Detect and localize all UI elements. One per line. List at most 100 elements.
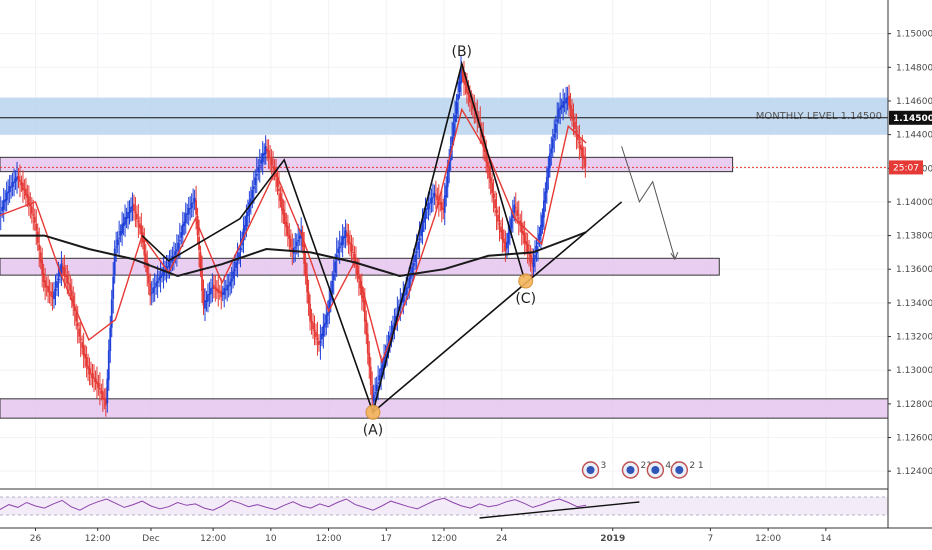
candle-body bbox=[319, 341, 322, 343]
candle-body bbox=[238, 252, 240, 258]
rsi-band bbox=[0, 497, 888, 515]
candle-body bbox=[415, 251, 418, 253]
candle-body bbox=[511, 214, 514, 219]
candle-body bbox=[41, 260, 44, 276]
candle-body bbox=[121, 224, 123, 234]
candle-body bbox=[381, 364, 384, 371]
candle-body bbox=[10, 186, 12, 188]
candle-body bbox=[63, 267, 66, 277]
wave-label: (A) bbox=[363, 422, 384, 438]
wave-label: (B) bbox=[451, 44, 472, 60]
candle-body bbox=[489, 177, 492, 183]
x-tick-label: 12:00 bbox=[316, 534, 342, 544]
candle-body bbox=[276, 178, 279, 187]
rsi-divergence-line bbox=[479, 501, 640, 519]
candle-body bbox=[273, 167, 276, 173]
candle-body bbox=[341, 236, 344, 245]
candle-body bbox=[523, 233, 526, 244]
candle-body bbox=[75, 312, 78, 322]
timer-label: 25:07 bbox=[893, 163, 919, 173]
candle-body bbox=[212, 284, 215, 289]
candle-body bbox=[201, 267, 203, 291]
candle-body bbox=[392, 325, 394, 333]
candle-body bbox=[529, 254, 532, 263]
zone-2 bbox=[0, 257, 720, 276]
candle-body bbox=[321, 333, 323, 340]
zone-1 bbox=[0, 156, 734, 173]
candle-body bbox=[85, 357, 88, 367]
event-badge-flag bbox=[586, 466, 595, 474]
candle-body bbox=[556, 119, 559, 123]
y-tick-label: 1.12800 bbox=[896, 400, 932, 410]
candle-body bbox=[322, 325, 325, 337]
candle-body bbox=[88, 368, 91, 375]
candle-body bbox=[70, 290, 73, 297]
candle-body bbox=[405, 287, 408, 295]
candle-body bbox=[349, 242, 351, 245]
candle-body bbox=[309, 303, 311, 321]
candle-body bbox=[122, 222, 125, 227]
candle-body bbox=[90, 373, 92, 375]
candle-body bbox=[25, 188, 27, 196]
candle-body bbox=[94, 378, 97, 383]
candle-body bbox=[577, 134, 579, 141]
candle-body bbox=[411, 266, 414, 275]
candle-body bbox=[2, 200, 5, 210]
candle-body bbox=[406, 287, 409, 289]
candle-body bbox=[526, 243, 529, 253]
candle-body bbox=[562, 101, 565, 108]
candle-body bbox=[257, 167, 260, 173]
candle-body bbox=[466, 84, 468, 93]
candle-body bbox=[96, 381, 98, 384]
candle-body bbox=[329, 292, 332, 301]
candle-body bbox=[17, 176, 20, 181]
candle-body bbox=[258, 165, 261, 167]
candle-body bbox=[522, 231, 525, 235]
candle-body bbox=[288, 235, 291, 239]
candle-body bbox=[278, 188, 280, 192]
candle-body bbox=[572, 117, 575, 121]
event-badge-flag bbox=[651, 466, 660, 474]
candle-body bbox=[563, 102, 566, 104]
candle-body bbox=[67, 282, 70, 285]
candle-body bbox=[565, 97, 567, 104]
candle-body bbox=[581, 147, 584, 158]
candle-body bbox=[118, 237, 121, 239]
candle-body bbox=[458, 81, 461, 92]
candle-body bbox=[235, 261, 237, 269]
y-tick-label: 1.12600 bbox=[896, 434, 932, 444]
candle-body bbox=[127, 211, 129, 219]
candle-body bbox=[100, 390, 103, 394]
candle-body bbox=[525, 241, 528, 246]
candle-body bbox=[295, 241, 298, 247]
candle-body bbox=[282, 208, 285, 215]
candle-body bbox=[244, 224, 246, 231]
candle-body bbox=[8, 186, 11, 192]
current-price-badge bbox=[889, 110, 932, 125]
candle-body bbox=[186, 213, 189, 215]
y-tick-label: 1.13200 bbox=[896, 333, 932, 343]
candle-body bbox=[334, 261, 337, 273]
candle-body bbox=[535, 245, 538, 254]
candle-body bbox=[460, 68, 462, 84]
trendline bbox=[372, 201, 623, 413]
candle-body bbox=[247, 211, 249, 217]
projection-arrow bbox=[621, 146, 676, 260]
candle-body bbox=[87, 365, 89, 369]
candle-body bbox=[23, 188, 26, 191]
candle-body bbox=[119, 231, 122, 236]
candle-body bbox=[4, 199, 7, 203]
candle-body bbox=[266, 148, 269, 152]
candle-body bbox=[27, 196, 30, 205]
candle-body bbox=[7, 191, 10, 194]
candle-body bbox=[38, 244, 41, 250]
candle-body bbox=[116, 239, 119, 246]
candle-body bbox=[366, 333, 369, 354]
candle-body bbox=[513, 204, 516, 214]
candle-body bbox=[131, 206, 134, 208]
candle-body bbox=[26, 194, 29, 198]
candle-body bbox=[1, 206, 4, 212]
candle-body bbox=[538, 233, 541, 241]
candle-body bbox=[569, 104, 572, 109]
